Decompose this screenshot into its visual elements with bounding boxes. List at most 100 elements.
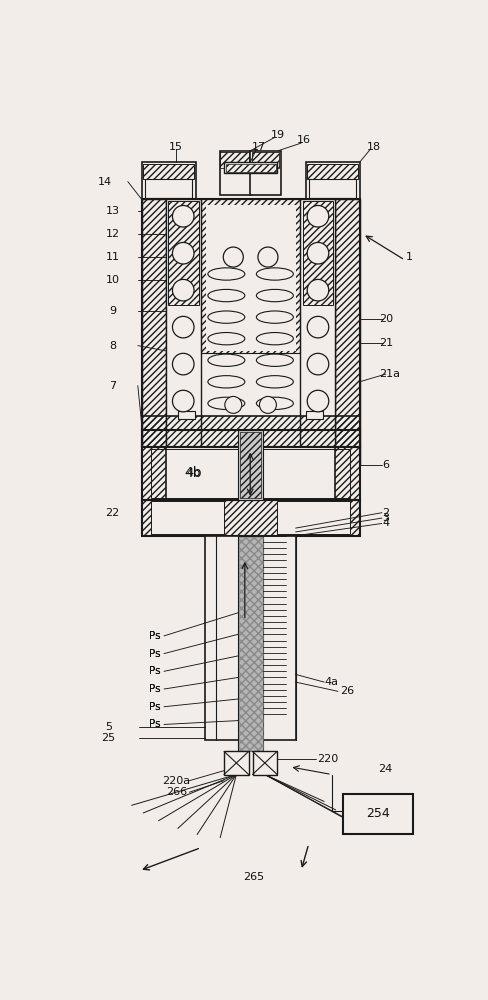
Text: 21a: 21a [378, 369, 399, 379]
Text: 3: 3 [382, 513, 388, 523]
Circle shape [306, 279, 328, 301]
Text: 220a: 220a [162, 776, 190, 786]
Text: 4b: 4b [184, 466, 202, 480]
Text: 6: 6 [382, 460, 388, 470]
Text: Ps: Ps [148, 684, 160, 694]
Bar [308, 179, 356, 198]
Ellipse shape [256, 376, 293, 388]
Ellipse shape [207, 311, 244, 323]
Bar [238, 537, 262, 751]
Text: Ps: Ps [148, 631, 160, 641]
Text: Ps: Ps [148, 666, 160, 676]
Bar [224, 751, 248, 774]
Text: 25: 25 [102, 733, 115, 743]
Bar [238, 536, 263, 751]
Bar [224, 162, 277, 173]
Text: Ps: Ps [148, 666, 160, 676]
Text: Ps: Ps [148, 719, 160, 729]
Bar [143, 164, 194, 179]
Text: 4: 4 [382, 518, 388, 528]
Text: 2: 2 [382, 508, 388, 518]
Circle shape [172, 390, 194, 412]
Text: 21: 21 [378, 338, 392, 348]
Circle shape [172, 205, 194, 227]
Text: 4a: 4a [324, 677, 338, 687]
Circle shape [306, 205, 328, 227]
Bar [142, 199, 359, 465]
Bar [204, 536, 295, 740]
Bar [343, 794, 412, 834]
Bar [142, 500, 359, 536]
Circle shape [172, 353, 194, 375]
Ellipse shape [207, 376, 244, 388]
Bar [166, 199, 201, 465]
Bar [250, 151, 281, 195]
Bar [334, 199, 359, 465]
Text: 10: 10 [105, 275, 119, 285]
Bar [167, 201, 198, 305]
Text: 11: 11 [105, 252, 119, 262]
Text: 254: 254 [366, 807, 389, 820]
Bar [302, 201, 333, 305]
Text: Ps: Ps [148, 631, 160, 641]
Bar [306, 411, 323, 419]
Bar [225, 164, 275, 172]
Text: Ps: Ps [148, 649, 160, 659]
Text: 9: 9 [109, 306, 116, 316]
Bar [142, 416, 359, 430]
Bar [300, 199, 334, 465]
Bar [277, 501, 349, 534]
Text: 8: 8 [109, 341, 116, 351]
Bar [305, 162, 359, 199]
Text: 5: 5 [105, 722, 112, 732]
Text: Ps: Ps [148, 684, 160, 694]
Text: 12: 12 [105, 229, 119, 239]
Ellipse shape [207, 268, 244, 280]
Text: 24: 24 [378, 764, 392, 774]
Bar [142, 447, 166, 500]
Bar [251, 152, 279, 168]
Circle shape [306, 353, 328, 375]
Ellipse shape [256, 354, 293, 366]
Text: 22: 22 [105, 508, 119, 518]
Text: 265: 265 [242, 872, 264, 882]
Circle shape [223, 247, 243, 267]
Bar [144, 179, 192, 198]
Text: 18: 18 [366, 142, 381, 152]
Bar [151, 501, 224, 534]
Bar [142, 199, 166, 465]
Ellipse shape [207, 289, 244, 302]
Text: 15: 15 [169, 142, 183, 152]
Ellipse shape [256, 397, 293, 410]
Bar [151, 449, 349, 498]
Text: Ps: Ps [148, 649, 160, 659]
Text: 16: 16 [297, 135, 310, 145]
Ellipse shape [256, 289, 293, 302]
Bar [201, 199, 300, 353]
Text: 4b: 4b [186, 468, 200, 478]
Ellipse shape [207, 354, 244, 366]
Text: 13: 13 [105, 206, 119, 216]
Circle shape [306, 316, 328, 338]
Text: 266: 266 [165, 787, 186, 797]
Text: 220: 220 [317, 754, 338, 764]
Circle shape [259, 396, 276, 413]
Circle shape [257, 247, 277, 267]
Ellipse shape [256, 333, 293, 345]
Text: 20: 20 [378, 314, 392, 324]
Bar [252, 751, 277, 774]
Text: Ps: Ps [148, 702, 160, 712]
Bar [205, 205, 295, 351]
Bar [220, 151, 250, 195]
Text: 26: 26 [340, 686, 354, 696]
Text: Ps: Ps [148, 719, 160, 729]
Ellipse shape [207, 333, 244, 345]
Text: 1: 1 [405, 252, 411, 262]
Text: 19: 19 [270, 130, 285, 140]
Text: 7: 7 [109, 381, 116, 391]
Circle shape [306, 242, 328, 264]
Text: 17: 17 [251, 142, 265, 152]
Circle shape [224, 396, 241, 413]
Bar [238, 430, 263, 500]
Ellipse shape [256, 311, 293, 323]
